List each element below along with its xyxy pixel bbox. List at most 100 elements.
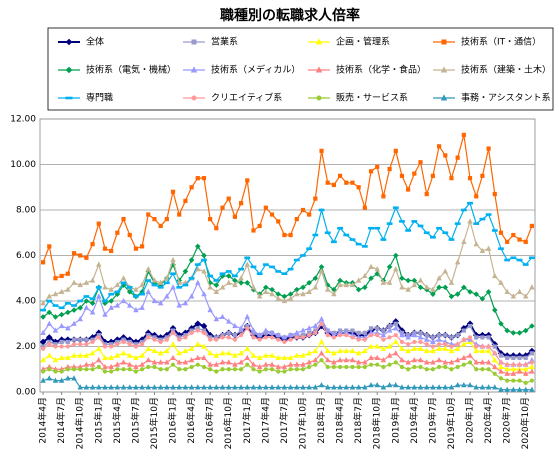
legend-label: 技術系（IT・通信）	[461, 36, 541, 48]
data-point	[522, 263, 529, 266]
data-point	[238, 275, 244, 281]
data-point	[355, 277, 362, 283]
data-point	[288, 232, 293, 238]
data-point	[170, 341, 176, 347]
data-point	[89, 361, 96, 367]
legend-label: 技術系（電気・機械）	[86, 64, 176, 76]
data-point	[115, 342, 120, 347]
data-point	[442, 359, 449, 365]
data-point	[392, 252, 399, 259]
data-point	[498, 247, 504, 250]
data-point	[467, 289, 473, 295]
data-point	[324, 286, 331, 292]
data-point	[349, 281, 356, 288]
data-point	[83, 352, 90, 358]
data-point	[126, 384, 133, 390]
data-point	[158, 367, 163, 372]
data-point	[145, 265, 152, 272]
data-point	[374, 354, 380, 360]
data-point	[225, 279, 232, 285]
data-point	[232, 337, 238, 342]
data-point	[269, 291, 275, 297]
data-point	[90, 242, 95, 247]
data-point	[300, 352, 306, 358]
data-point	[177, 212, 182, 217]
data-point	[71, 375, 77, 381]
data-point	[418, 339, 423, 345]
data-point	[505, 378, 510, 383]
legend-swatch-marker	[315, 38, 323, 45]
data-point	[275, 363, 281, 370]
data-point	[188, 276, 195, 280]
data-point	[213, 282, 220, 288]
data-point	[491, 229, 498, 232]
data-point	[108, 354, 114, 360]
data-point	[474, 194, 479, 199]
data-point	[460, 208, 467, 212]
data-point	[182, 268, 189, 275]
data-point	[139, 292, 145, 296]
data-point	[511, 362, 516, 367]
data-point	[164, 275, 170, 281]
data-point	[423, 231, 430, 235]
data-point	[157, 300, 164, 306]
data-point	[59, 369, 64, 374]
data-point	[337, 356, 343, 363]
data-point	[485, 245, 492, 251]
data-point	[505, 355, 510, 360]
data-point	[282, 369, 287, 374]
x-tick-label: 2016年10月	[222, 397, 234, 449]
data-point	[287, 295, 294, 301]
data-point	[467, 382, 473, 388]
data-point	[522, 327, 529, 334]
data-point	[188, 356, 195, 363]
data-point	[145, 356, 152, 363]
data-point	[479, 247, 486, 254]
data-point	[170, 284, 176, 290]
data-point	[479, 217, 486, 221]
data-point	[349, 356, 356, 363]
data-point	[201, 252, 207, 259]
data-point	[52, 291, 59, 297]
data-point	[176, 286, 183, 289]
series-line	[42, 134, 533, 280]
data-point	[213, 288, 220, 294]
data-point	[405, 277, 411, 284]
data-point	[232, 214, 238, 219]
data-point	[306, 350, 312, 356]
data-point	[164, 347, 170, 354]
data-point	[213, 361, 220, 367]
data-point	[479, 384, 486, 390]
data-point	[312, 384, 319, 390]
data-point	[355, 384, 362, 390]
data-point	[250, 327, 257, 333]
data-point	[399, 173, 405, 178]
data-point	[399, 284, 405, 290]
data-point	[417, 284, 424, 291]
data-point	[244, 313, 251, 320]
data-point	[83, 304, 90, 310]
data-point	[59, 273, 64, 279]
data-point	[46, 352, 53, 358]
data-point	[120, 359, 127, 365]
data-point	[52, 327, 59, 333]
data-point	[318, 338, 325, 345]
data-point	[269, 329, 275, 335]
data-point	[151, 359, 158, 365]
data-point	[486, 344, 491, 349]
data-point	[238, 350, 244, 356]
data-point	[115, 367, 120, 372]
data-point	[78, 342, 83, 347]
data-point	[208, 217, 213, 222]
data-point	[133, 384, 139, 390]
data-point	[263, 384, 269, 390]
data-point	[65, 286, 71, 292]
data-point	[58, 288, 65, 294]
data-point	[381, 194, 386, 199]
data-point	[381, 364, 386, 370]
data-point	[474, 367, 479, 372]
data-point	[467, 176, 473, 181]
data-point	[213, 384, 220, 390]
legend-label: 販売・サービス系	[336, 92, 408, 104]
data-point	[406, 367, 411, 372]
